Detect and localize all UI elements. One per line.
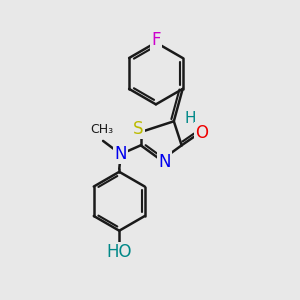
Text: N: N [158,153,171,171]
Text: HO: HO [106,243,132,261]
Text: F: F [151,31,160,49]
Text: S: S [133,119,144,137]
Text: O: O [195,124,208,142]
Text: H: H [184,111,196,126]
Text: CH₃: CH₃ [90,123,113,136]
Text: N: N [115,145,127,163]
